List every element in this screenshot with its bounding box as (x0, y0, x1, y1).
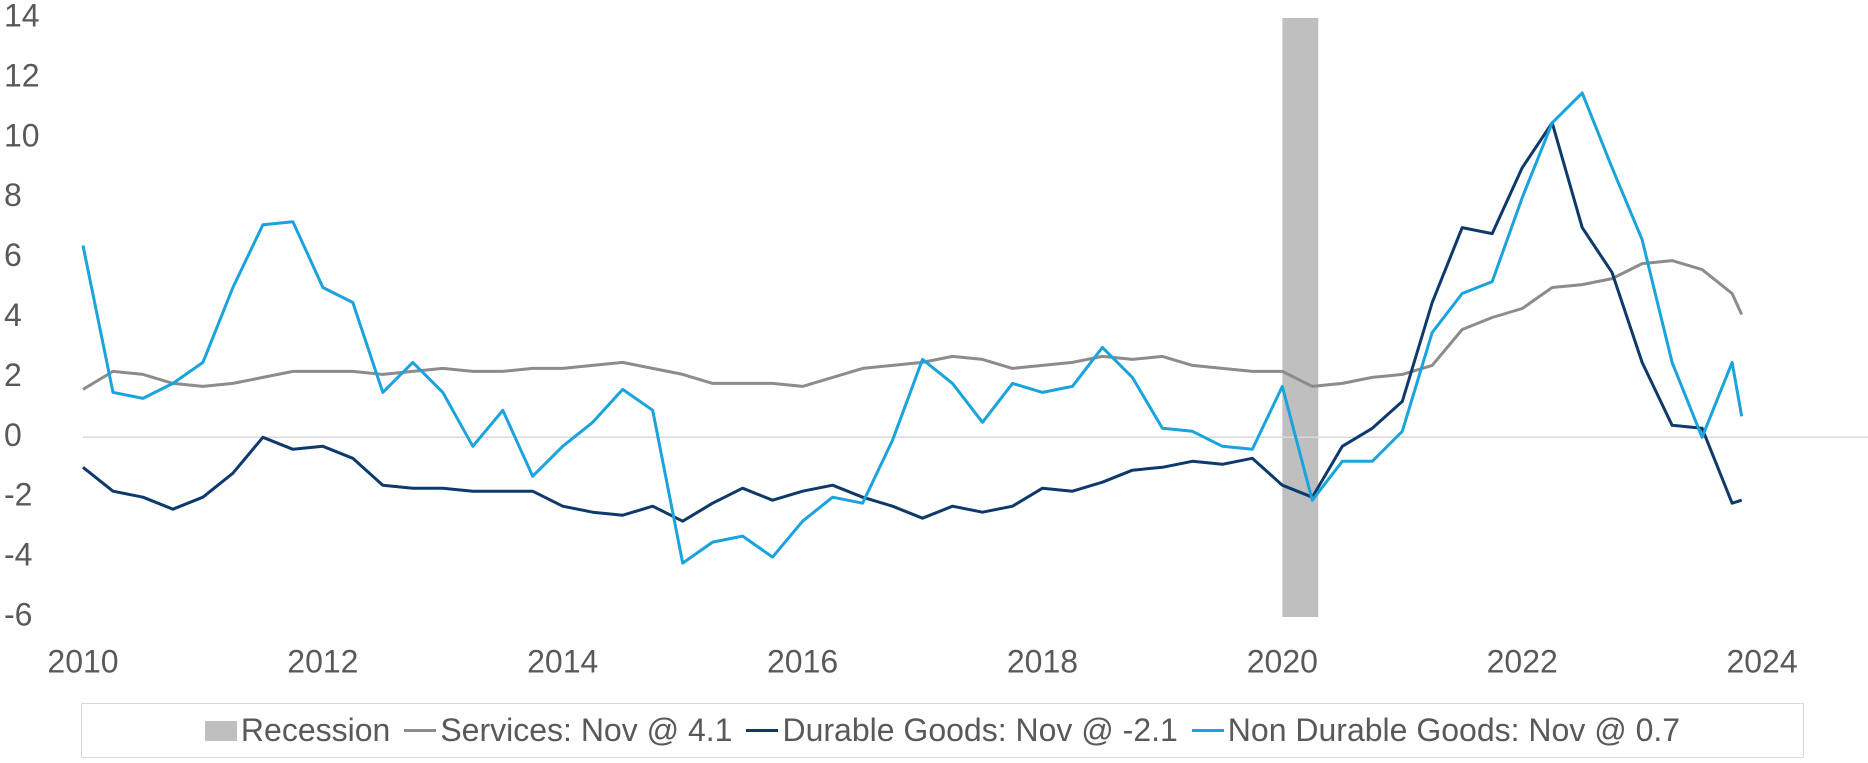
series-line (81, 91, 1744, 565)
legend-label: Recession (240, 712, 391, 748)
legend-label: Non Durable Goods: Nov @ 0.7 (1227, 712, 1681, 748)
y-tick-label: 8 (4, 177, 22, 213)
legend-label: Durable Goods: Nov @ -2.1 (782, 712, 1178, 748)
legend-entry: Services: Nov @ 4.1 (404, 712, 732, 749)
legend-entry: Recession (204, 712, 391, 749)
legend-swatch (204, 720, 237, 741)
y-tick-label: 2 (4, 357, 22, 393)
series-line (82, 121, 1743, 523)
x-tick-label: 2014 (527, 643, 598, 679)
legend-entry: Durable Goods: Nov @ -2.1 (746, 712, 1178, 749)
legend-label: Services: Nov @ 4.1 (440, 712, 733, 748)
y-tick-label: 4 (4, 297, 22, 333)
x-tick-label: 2012 (287, 643, 358, 679)
legend-line (404, 729, 437, 732)
chart: -6 -4 -2 0 2 4 6 8 10 12 14 2010 2012 2014 2016 2018 202… (4, 0, 1868, 679)
legend: Recession Services: Nov @ 4.1 Durable Good… (81, 703, 1804, 758)
x-tick-label: 2022 (1487, 643, 1558, 679)
y-tick-label: 14 (4, 0, 40, 33)
x-tick-label: 2024 (1726, 643, 1797, 679)
x-tick-label: 2020 (1247, 643, 1318, 679)
y-tick-label: 12 (4, 57, 40, 93)
legend-line (746, 729, 779, 732)
y-tick-label: 10 (4, 117, 40, 153)
x-tick-label: 2010 (47, 643, 118, 679)
x-tick-label: 2016 (767, 643, 838, 679)
legend-line (1191, 729, 1224, 732)
recession-band (1282, 18, 1319, 617)
y-tick-label: 0 (4, 417, 22, 453)
y-tick-label: -6 (4, 596, 32, 632)
y-tick-label: -2 (4, 477, 32, 513)
y-tick-label: -4 (4, 537, 32, 573)
x-tick-label: 2018 (1007, 643, 1078, 679)
y-tick-label: 6 (4, 237, 22, 273)
legend-entry: Non Durable Goods: Nov @ 0.7 (1191, 712, 1681, 749)
